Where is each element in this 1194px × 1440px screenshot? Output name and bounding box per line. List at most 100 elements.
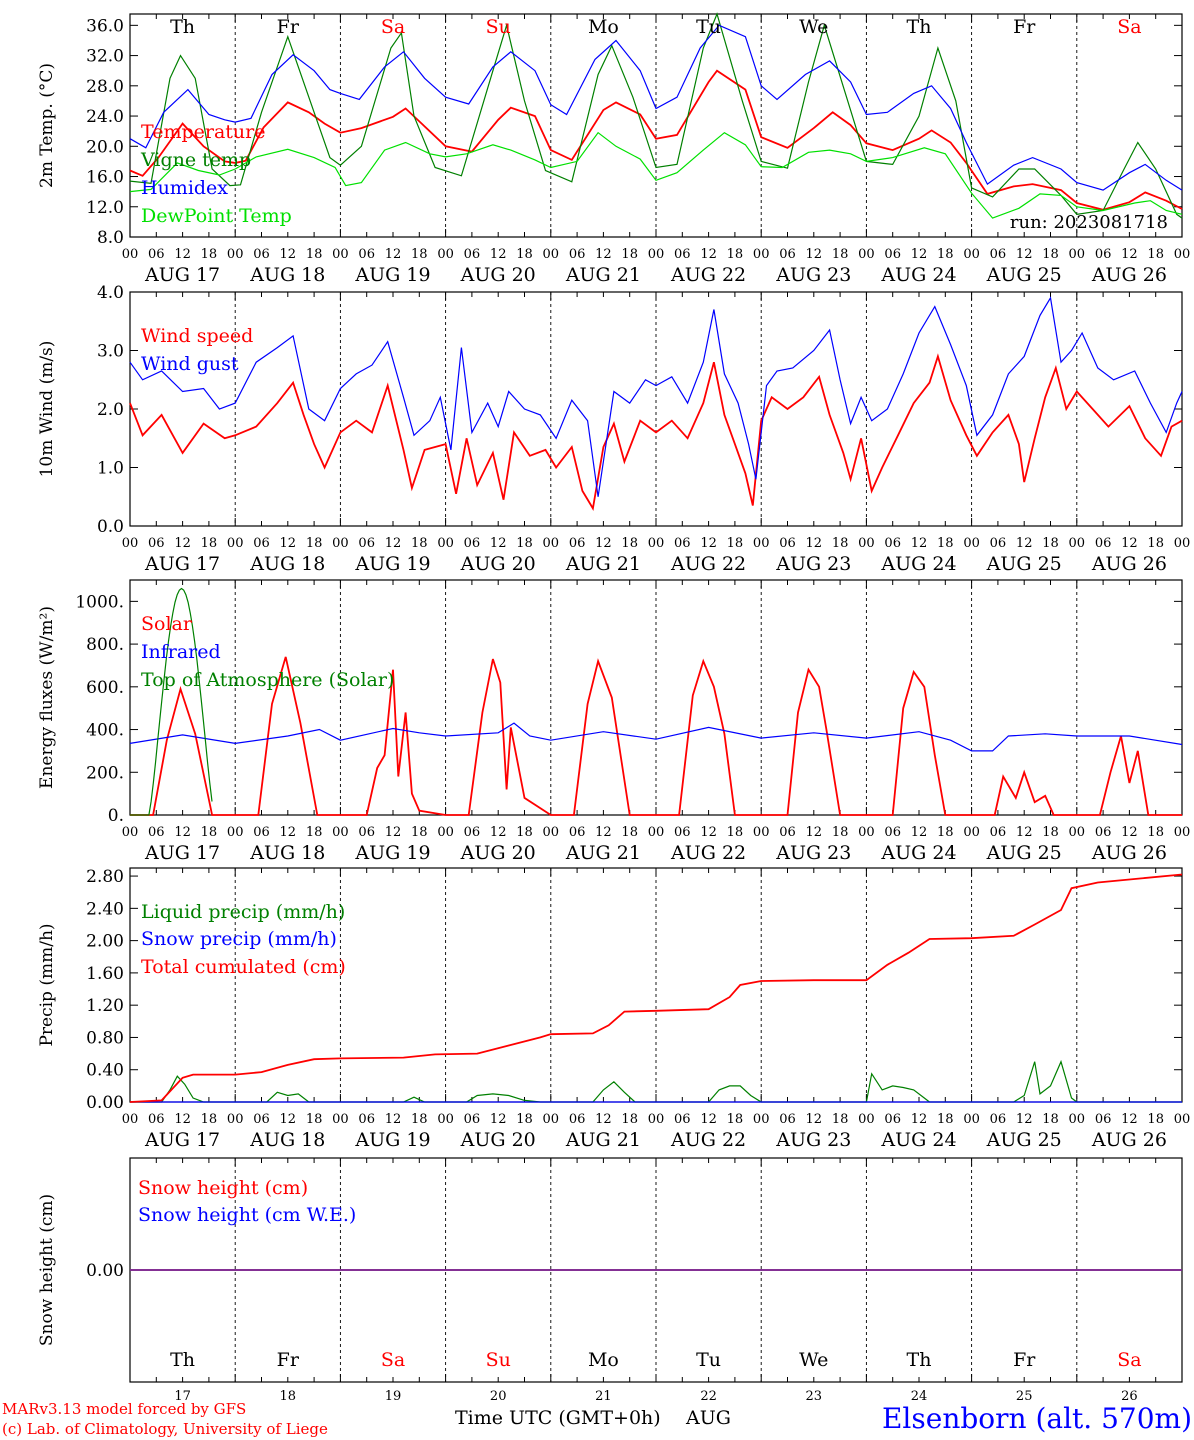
hour-label: 12 (911, 247, 928, 262)
hour-label: 06 (990, 825, 1007, 840)
hour-label: 18 (1147, 1112, 1164, 1127)
date-label: AUG 18 (249, 553, 325, 575)
date-label: AUG 19 (354, 1129, 430, 1151)
hour-label: 00 (858, 536, 875, 551)
hour-label: 06 (148, 247, 165, 262)
day-abbr: Th (170, 1349, 195, 1371)
hour-label: 18 (832, 536, 849, 551)
hour-label: 12 (385, 825, 402, 840)
series-line (129, 69, 1183, 211)
hour-label: 00 (543, 825, 560, 840)
hour-label: 18 (1042, 825, 1059, 840)
hour-label: 06 (884, 825, 901, 840)
legend-entry: Wind gust (141, 353, 239, 375)
hour-label: 12 (385, 1112, 402, 1127)
y-tick-label: 0.80 (86, 1028, 124, 1048)
hour-label: 06 (464, 247, 481, 262)
hour-label: 06 (358, 1112, 375, 1127)
hour-label: 06 (358, 536, 375, 551)
hour-label: 12 (174, 536, 191, 551)
hour-label: 18 (516, 825, 533, 840)
hour-label: 00 (332, 536, 349, 551)
hour-label: 18 (306, 825, 323, 840)
panel-2: 0.0 1.0 2.0 3.0 4.0 10m Wind (m/s) Wind speed W… (37, 283, 1190, 575)
y-tick-label: 0.00 (86, 1093, 124, 1113)
hour-label: 18 (201, 247, 218, 262)
hour-label: 12 (700, 247, 717, 262)
date-label: AUG 19 (354, 553, 430, 575)
date-label: AUG 25 (986, 1129, 1062, 1151)
hour-label: 00 (1069, 536, 1086, 551)
hour-label: 06 (358, 247, 375, 262)
hour-label: 18 (937, 1112, 954, 1127)
hour-label: 00 (648, 825, 665, 840)
hour-label: 18 (1042, 1112, 1059, 1127)
hour-label: 00 (332, 247, 349, 262)
hour-label: 18 (832, 825, 849, 840)
day-number: 20 (490, 1389, 507, 1404)
legend-entry: Snow height (cm) (138, 1177, 308, 1199)
hour-label: 12 (595, 536, 612, 551)
series-line (129, 296, 1183, 497)
panel-3: 0. 200. 400. 600. 800. 1000. Energy fluxes (W/… (37, 579, 1190, 864)
y-axis-label: 2m Temp. (°C) (37, 63, 57, 188)
day-abbr: Th (907, 1349, 932, 1371)
hour-label: 06 (990, 536, 1007, 551)
day-number: 23 (806, 1389, 823, 1404)
y-tick-label: 600. (86, 678, 124, 698)
y-tick-label: 1.60 (86, 964, 124, 984)
hour-label: 18 (621, 825, 638, 840)
day-abbr: Fr (1013, 16, 1036, 38)
legend-entry: Infrared (141, 641, 221, 663)
hour-label: 12 (700, 1112, 717, 1127)
date-label: AUG 19 (354, 842, 430, 864)
hour-label: 18 (516, 536, 533, 551)
hour-label: 00 (963, 247, 980, 262)
hour-label: 12 (911, 536, 928, 551)
hour-label: 06 (569, 247, 586, 262)
hour-label: 00 (437, 247, 454, 262)
hour-label: 06 (779, 825, 796, 840)
legend-entry: Liquid precip (mm/h) (141, 901, 345, 923)
day-number: 21 (595, 1389, 612, 1404)
hour-label: 00 (437, 536, 454, 551)
panel-1: 8.0 12.0 16.0 20.0 24.0 28.0 32.0 36.0 2m Temp. … (37, 12, 1190, 286)
date-label: AUG 26 (1091, 553, 1167, 575)
date-label: AUG 26 (1091, 1129, 1167, 1151)
hour-label: 18 (411, 247, 428, 262)
hour-label: 18 (411, 825, 428, 840)
hour-label: 18 (832, 1112, 849, 1127)
date-label: AUG 20 (460, 1129, 536, 1151)
day-abbr: Sa (381, 1349, 405, 1371)
date-label: AUG 22 (670, 1129, 746, 1151)
date-label: AUG 21 (565, 553, 641, 575)
hour-label: 06 (253, 825, 270, 840)
hour-label: 00 (332, 825, 349, 840)
hour-label: 06 (674, 1112, 691, 1127)
hour-label: 06 (569, 1112, 586, 1127)
hour-label: 00 (858, 1112, 875, 1127)
hour-label: 18 (306, 1112, 323, 1127)
hour-label: 12 (490, 536, 507, 551)
hour-label: 12 (806, 1112, 823, 1127)
hour-label: 12 (174, 825, 191, 840)
hour-label: 06 (990, 1112, 1007, 1127)
hour-label: 18 (621, 536, 638, 551)
day-abbr: Mo (588, 16, 619, 38)
hour-label: 18 (306, 247, 323, 262)
hour-label: 12 (1016, 247, 1033, 262)
date-label: AUG 24 (880, 553, 956, 575)
copyright-credit: (c) Lab. of Climatology, University of L… (2, 1420, 328, 1438)
legend-entry: Temperature (141, 121, 265, 143)
hour-label: 06 (464, 1112, 481, 1127)
date-label: AUG 20 (460, 553, 536, 575)
hour-label: 12 (1121, 247, 1138, 262)
hour-label: 06 (253, 536, 270, 551)
hour-label: 06 (674, 536, 691, 551)
day-number: 26 (1121, 1389, 1138, 1404)
series-line (129, 722, 1183, 752)
panel-5: 0.00 Snow height (cm) Snow height (cm) Snow… (37, 1157, 1183, 1404)
y-axis-label: Snow height (cm) (37, 1194, 57, 1346)
y-tick-label: 28.0 (86, 77, 124, 97)
